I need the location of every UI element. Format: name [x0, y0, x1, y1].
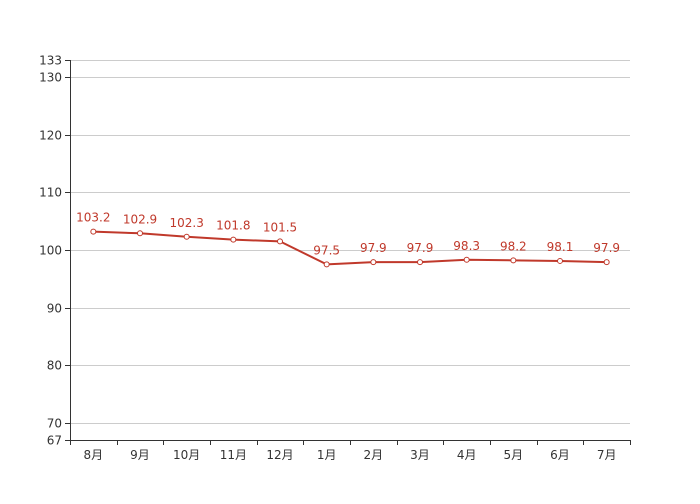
data-point	[603, 259, 610, 266]
y-tick-label: 133	[39, 54, 62, 68]
data-point	[183, 233, 190, 240]
data-label: 102.9	[123, 212, 157, 226]
y-tick-label: 130	[39, 71, 62, 85]
series-layer	[90, 228, 610, 268]
data-label: 97.9	[407, 241, 434, 255]
data-label: 102.3	[169, 216, 203, 230]
grid-lines	[70, 60, 630, 441]
data-label: 98.3	[453, 239, 480, 253]
data-label: 98.1	[547, 240, 574, 254]
data-point	[323, 261, 330, 268]
data-point	[277, 238, 283, 245]
data-point	[230, 236, 237, 243]
data-point	[417, 259, 423, 266]
data-point	[137, 230, 143, 237]
data-label: 98.2	[500, 239, 527, 253]
y-tick-label: 80	[47, 359, 62, 373]
data-labels: 103.2 102.9 102.3 101.8 101.5 97.5 97.9 97.9 98.…	[76, 211, 620, 258]
data-label: 103.2	[76, 211, 110, 225]
data-label: 97.9	[593, 241, 620, 255]
data-point	[510, 257, 517, 264]
axes: 67 70 80 90 100 110 120 130 133 8月 9月 10月 11月 12月 1月 2月…	[39, 54, 631, 462]
y-tick-label: 67	[47, 434, 62, 448]
x-tick-label: 9月	[130, 448, 150, 462]
x-tick-label: 8月	[84, 448, 104, 462]
x-tick-label: 6月	[550, 448, 570, 462]
data-point	[90, 228, 97, 235]
y-tick-label: 90	[47, 302, 62, 316]
x-tick-label: 11月	[220, 448, 247, 462]
x-tick-label: 2月	[364, 448, 384, 462]
x-tick-label: 5月	[504, 448, 524, 462]
x-tick-label: 3月	[410, 448, 430, 462]
data-point	[370, 259, 377, 266]
data-point	[463, 256, 470, 263]
x-tick-label: 7月	[597, 448, 617, 462]
data-label: 101.8	[216, 219, 250, 233]
data-label: 97.5	[313, 243, 340, 257]
x-tick-label: 4月	[457, 448, 477, 462]
data-point	[557, 257, 563, 264]
data-label: 97.9	[360, 241, 387, 255]
y-tick-label: 120	[39, 129, 62, 143]
y-tick-label: 100	[39, 244, 62, 258]
x-tick-label: 10月	[173, 448, 200, 462]
x-tick-label: 12月	[266, 448, 293, 462]
y-tick-label: 70	[47, 417, 62, 431]
x-tick-label: 1月	[317, 448, 337, 462]
series-line	[93, 230, 607, 266]
data-label: 101.5	[263, 220, 297, 234]
y-tick-label: 110	[39, 186, 62, 200]
